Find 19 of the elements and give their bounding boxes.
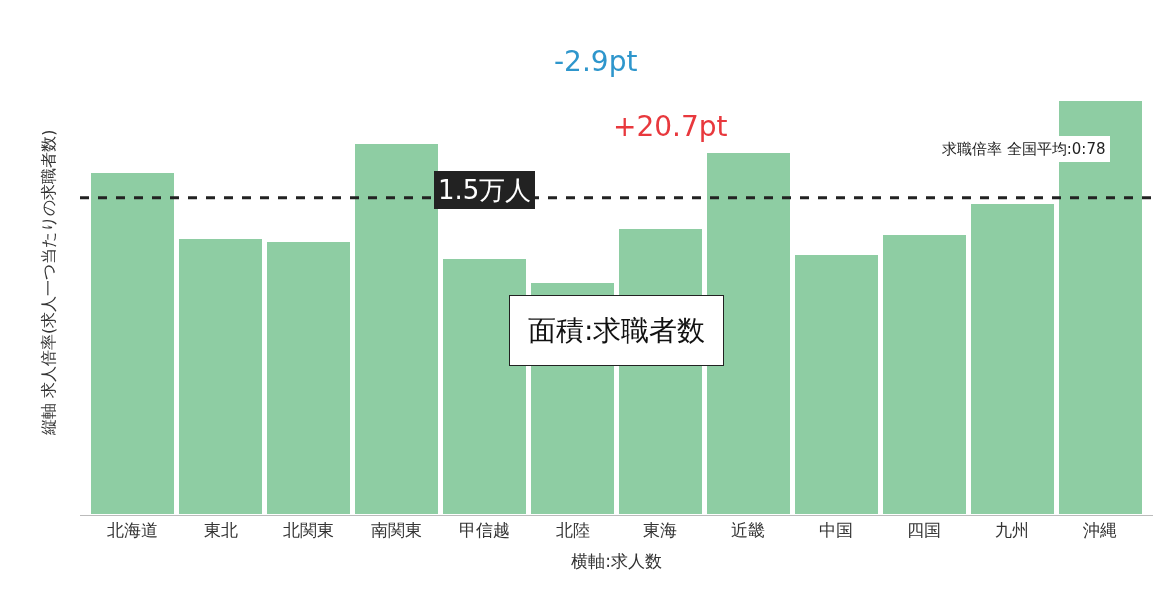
x-tick-label: 九州 xyxy=(995,520,1030,541)
x-tick-label: 沖縄 xyxy=(1083,520,1118,541)
x-tick-label: 中国 xyxy=(819,520,854,541)
x-tick-label: 南関東 xyxy=(371,520,423,541)
annotation: 面積:求職者数 xyxy=(528,314,706,347)
x-tick-label: 東北 xyxy=(203,520,238,541)
text: -2.9pt xyxy=(554,45,638,78)
y-axis-title: 縦軸 求人倍率(求人一つ当たりの求職者数) xyxy=(39,129,59,437)
x-tick-label: 甲信越 xyxy=(459,520,511,541)
x-tick-label: 北関東 xyxy=(283,520,335,541)
annotation: 求職倍率 全国平均:0:78 xyxy=(942,140,1106,158)
x-tick-label: 近畿 xyxy=(731,520,766,541)
x-axis-title: 横軸:求人数 xyxy=(571,550,662,571)
x-tick-label: 四国 xyxy=(907,520,942,541)
annotation: +20.7pt xyxy=(613,110,728,143)
x-tick-label: 東海 xyxy=(643,520,678,541)
x-tick-label: 北海道 xyxy=(107,520,159,541)
x-tick-label: 北陸 xyxy=(555,520,590,541)
annotation: 1.5万人 xyxy=(438,175,532,205)
